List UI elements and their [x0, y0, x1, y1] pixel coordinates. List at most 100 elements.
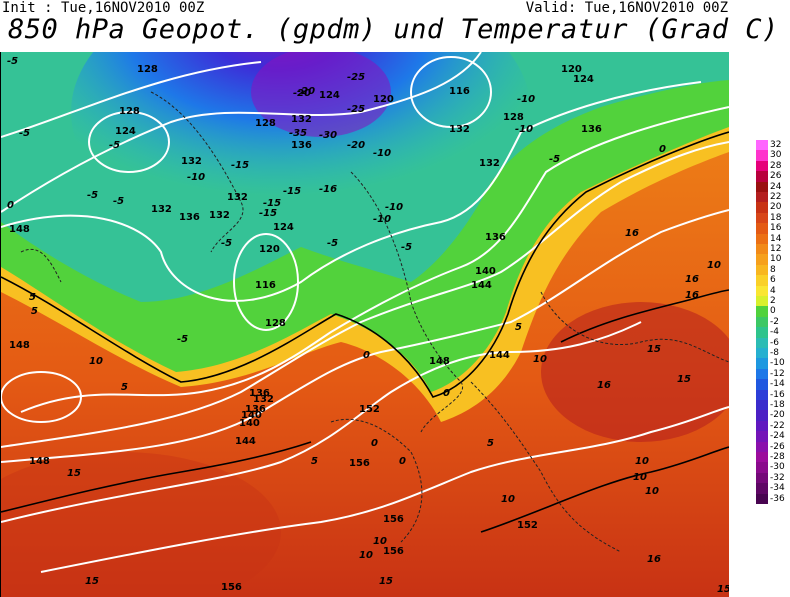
geopot-label: 136: [485, 232, 506, 243]
temp-label: -10: [517, 94, 535, 105]
temp-label: 0: [659, 144, 666, 155]
temp-label: 15: [677, 374, 691, 385]
legend-label: -20: [770, 410, 785, 421]
temp-label: -10: [515, 124, 533, 135]
legend-swatch: [756, 233, 768, 245]
legend-swatch: [756, 316, 768, 328]
temp-label: -10: [373, 148, 391, 159]
geopot-label: 124: [115, 126, 136, 137]
geopot-label: 136: [249, 388, 270, 399]
temp-label: -5: [109, 140, 120, 151]
legend-swatch: [756, 285, 768, 297]
legend-label: 22: [770, 192, 782, 202]
temp-label: 5: [31, 306, 38, 317]
temp-label: 5: [311, 456, 318, 467]
legend-label: -30: [770, 462, 785, 473]
warm-core-west: [1, 452, 281, 597]
temp-label: 5: [121, 382, 128, 393]
legend-label: 28: [770, 160, 782, 171]
geopot-label: 136: [291, 140, 312, 151]
temp-label: -5: [177, 334, 188, 345]
geopot-label: 128: [137, 64, 158, 75]
legend-swatch: [756, 296, 768, 307]
legend-label: 32: [770, 140, 782, 150]
legend-swatch: [756, 493, 768, 505]
geopot-label: 148: [9, 340, 30, 351]
temperature-labels: -5 -5 -10 -15 -20 -25 -25 -30 -35 -20 -1…: [7, 56, 729, 595]
geopot-label: 132: [227, 192, 248, 203]
temp-label: -20: [297, 86, 315, 97]
temp-label: -20: [293, 88, 311, 99]
weather-map: 128 128 124 132 132 132 136 132 136 132 …: [0, 52, 729, 597]
geopot-label: 128: [503, 112, 524, 123]
geopot-label: 124: [573, 74, 594, 85]
temp-label: 15: [379, 576, 393, 587]
temp-label: 0: [443, 388, 450, 399]
temp-label: -16: [319, 184, 337, 195]
legend-swatch: [756, 254, 768, 266]
geopot-label: 124: [273, 222, 294, 233]
legend-label: -34: [770, 483, 785, 494]
legend-swatch: [756, 431, 768, 443]
temp-label: -35: [289, 128, 307, 139]
temp-label: -15: [231, 160, 249, 171]
geopotential-contours: [1, 52, 729, 573]
temp-label: -10: [373, 214, 391, 225]
temp-label: 15: [67, 468, 81, 479]
geopot-label: 132: [151, 204, 172, 215]
legend-swatch: [756, 348, 768, 359]
geopot-label: 140: [475, 266, 496, 277]
geopot-label: 132: [291, 114, 312, 125]
legend-swatch: [756, 264, 768, 276]
color-legend: 32 30 28 26 24 22 20 18 16 14 12 10 8 6 4 2 0 -2 -4 -6 -8 -10…: [756, 140, 790, 512]
temp-label: -5: [19, 128, 30, 139]
geopot-label: 132: [181, 156, 202, 167]
temp-label: 16: [597, 380, 611, 391]
legend-label: 18: [770, 212, 782, 223]
temp-label: -5: [549, 154, 560, 165]
geopot-label: 136: [245, 404, 266, 415]
legend-swatch: [756, 462, 768, 474]
legend-label: -22: [770, 420, 785, 431]
geopot-label: 152: [517, 520, 538, 531]
temp-label: -5: [113, 196, 124, 207]
legend-label: -28: [770, 452, 785, 462]
legend-swatch: [756, 452, 768, 463]
temp-label: 5: [515, 322, 522, 333]
legend-label: 24: [770, 181, 782, 192]
temp-label: 10: [707, 260, 721, 271]
legend-label: -24: [770, 431, 785, 442]
legend-label: -18: [770, 400, 785, 410]
geopotential-labels: 128 128 124 132 132 132 136 132 136 132 …: [9, 64, 602, 593]
legend-swatch: [756, 327, 768, 339]
legend-swatch: [756, 483, 768, 495]
legend-swatch: [756, 212, 768, 224]
legend-swatch: [756, 202, 768, 214]
legend-label: 8: [770, 264, 776, 275]
geopot-label: 136: [581, 124, 602, 135]
init-time: Init : Tue,16NOV2010 00Z: [2, 0, 205, 16]
legend-label: 2: [770, 296, 776, 306]
legend-label: 26: [770, 171, 782, 182]
temp-label: -5: [87, 190, 98, 201]
coastlines: [20, 91, 729, 553]
warm-core-east: [541, 302, 729, 442]
geopot-label: 140: [239, 418, 260, 429]
temp-label: 5: [487, 438, 494, 449]
cold-core-center: [251, 52, 391, 137]
temp-label: 10: [633, 472, 647, 483]
geopot-label: 132: [449, 124, 470, 135]
temp-label: 10: [635, 456, 649, 467]
legend-label: 0: [770, 306, 776, 317]
geopot-label: 120: [259, 244, 280, 255]
geopot-label: 116: [255, 280, 276, 291]
temp-label: 0: [371, 438, 378, 449]
temp-label: 0: [7, 200, 14, 211]
legend-label: -4: [770, 327, 779, 338]
valid-time: Valid: Tue,16NOV2010 00Z: [525, 0, 728, 16]
geopot-label: 132: [253, 394, 274, 405]
geopot-label: 144: [489, 350, 510, 361]
temp-label: -20: [347, 140, 365, 151]
geopot-label: 120: [373, 94, 394, 105]
geopot-label: 156: [383, 514, 404, 525]
